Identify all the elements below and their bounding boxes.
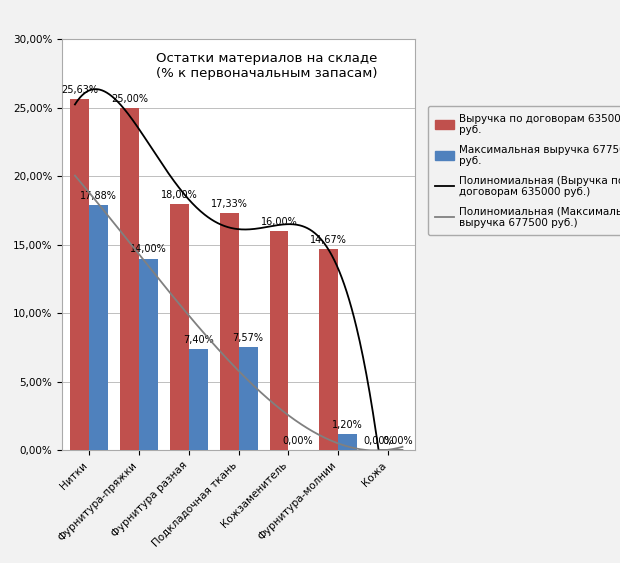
Text: 1,20%: 1,20% — [332, 420, 363, 430]
Bar — [270, 231, 288, 450]
Text: 0,00%: 0,00% — [363, 436, 394, 446]
Text: 0,00%: 0,00% — [283, 436, 313, 446]
Bar — [89, 205, 108, 450]
Bar — [339, 434, 357, 450]
Bar — [170, 204, 189, 450]
Text: 7,40%: 7,40% — [183, 335, 214, 345]
Text: 16,00%: 16,00% — [260, 217, 298, 227]
Bar — [189, 349, 208, 450]
Bar — [71, 99, 89, 450]
Bar — [319, 249, 339, 450]
Legend: Выручка по договорам 635000
руб., Максимальная выручка 677500
руб., Полиномиальн: Выручка по договорам 635000 руб., Максим… — [428, 106, 620, 235]
Text: 14,67%: 14,67% — [311, 235, 347, 245]
Bar — [239, 347, 258, 450]
Bar — [120, 108, 139, 450]
Text: 0,00%: 0,00% — [382, 436, 413, 446]
Text: 7,57%: 7,57% — [232, 333, 264, 342]
Text: 17,88%: 17,88% — [81, 191, 117, 202]
Text: 18,00%: 18,00% — [161, 190, 198, 200]
Text: Остатки материалов на складе
(% к первоначальным запасам): Остатки материалов на складе (% к первон… — [156, 52, 378, 80]
Text: 25,00%: 25,00% — [111, 94, 148, 104]
Bar — [219, 213, 239, 450]
Text: 17,33%: 17,33% — [211, 199, 247, 209]
Text: 14,00%: 14,00% — [130, 244, 167, 254]
Bar — [139, 258, 158, 450]
Text: 25,63%: 25,63% — [61, 85, 99, 95]
